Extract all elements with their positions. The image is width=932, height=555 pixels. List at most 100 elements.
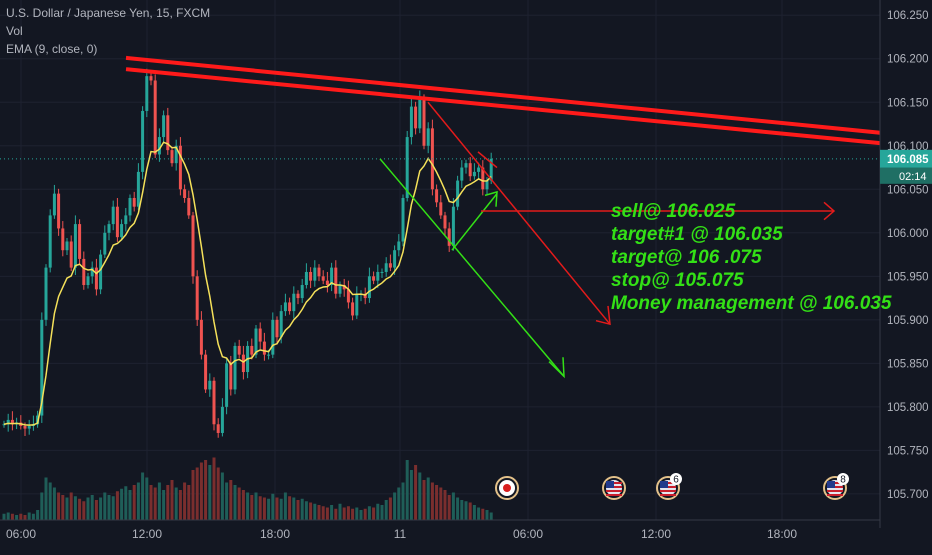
candle-body: [388, 263, 392, 268]
red-small-line[interactable]: [477, 151, 498, 169]
volume-bar: [187, 485, 191, 520]
candle-body: [52, 193, 56, 216]
candle-body: [187, 197, 191, 216]
candle-body: [267, 354, 271, 356]
volume-bar: [111, 496, 115, 520]
candle-body: [23, 426, 27, 429]
volume-bar: [262, 497, 266, 520]
ema-9-line: [3, 141, 492, 426]
candle-body: [325, 280, 329, 286]
volume-bar: [48, 482, 52, 520]
x-tick-label: 12:00: [132, 527, 162, 541]
candle-body: [275, 319, 279, 338]
candle-body: [447, 228, 451, 246]
volume-bar: [481, 508, 485, 520]
volume-bar: [376, 503, 380, 520]
red-projection-line[interactable]: [427, 101, 611, 325]
candle-body: [271, 319, 275, 355]
volume-bar: [296, 500, 300, 520]
candle-body: [472, 171, 476, 177]
volume-bar: [23, 515, 27, 520]
volume-bar: [132, 485, 136, 520]
volume-bar: [166, 485, 170, 520]
candle-body: [477, 167, 481, 172]
candle-body: [342, 285, 346, 290]
us-flag-stripe: [606, 490, 622, 492]
volume-bar: [464, 501, 468, 520]
y-tick-label: 105.900: [887, 315, 929, 327]
candle-body: [409, 106, 413, 138]
volume-bar: [313, 503, 317, 520]
volume-bar: [409, 470, 413, 520]
us-flag-stripe: [827, 494, 843, 496]
trade-annotations[interactable]: sell@ 106.025 target#1 @ 106.035 target@…: [611, 200, 891, 315]
candle-body: [153, 80, 157, 155]
volume-bar: [468, 502, 472, 520]
candle-body: [254, 328, 258, 355]
volume-bar: [170, 480, 174, 520]
volume-bar: [191, 470, 195, 520]
green-channel-line[interactable]: [379, 158, 565, 377]
volume-bar: [300, 498, 304, 520]
volume-bar: [283, 492, 287, 520]
candle-body: [149, 76, 153, 81]
volume-bar: [86, 497, 90, 520]
volume-bar: [317, 505, 321, 520]
volume-bar: [229, 480, 233, 520]
volume-bar: [107, 495, 111, 520]
volume-bar: [52, 487, 56, 520]
us-flag-stripe: [660, 494, 676, 496]
y-tick-label: 105.800: [887, 402, 929, 414]
volume-bar: [275, 497, 279, 520]
volume-bar: [145, 477, 149, 520]
volume-bar: [388, 497, 392, 520]
annotation-target-1: target#1 @ 106.035: [611, 224, 783, 245]
resistance-trendline-lower[interactable]: [125, 67, 881, 146]
candle-body: [351, 302, 355, 316]
x-tick-label: 18:00: [260, 527, 290, 541]
volume-bar: [195, 467, 199, 520]
volume-bar: [120, 488, 124, 520]
us-flag-stripe: [827, 490, 843, 492]
y-tick-label: 105.850: [887, 358, 929, 370]
symbol-title[interactable]: U.S. Dollar / Japanese Yen, 15, FXCM: [6, 6, 211, 20]
y-tick-label: 105.700: [887, 489, 929, 501]
green-small-line[interactable]: [451, 193, 498, 251]
candle-body: [451, 206, 455, 246]
volume-indicator-label[interactable]: Vol: [6, 24, 23, 38]
volume-bar: [439, 487, 443, 520]
candle-body: [279, 311, 283, 338]
volume-bar: [384, 500, 388, 520]
volume-bar: [443, 490, 447, 520]
candle-body: [170, 150, 174, 164]
volume-bar: [141, 472, 145, 520]
y-tick-label: 106.050: [887, 184, 929, 196]
candle-body: [468, 163, 472, 177]
candle-body: [212, 380, 216, 425]
candle-body: [258, 328, 262, 342]
current-price-label: 106.085: [887, 154, 929, 166]
candle-body: [157, 137, 161, 155]
y-tick-label: 106.100: [887, 141, 929, 153]
resistance-trendline-upper[interactable]: [125, 55, 881, 135]
volume-bar: [237, 487, 241, 520]
volume-bar: [233, 485, 237, 520]
candle-body: [57, 193, 61, 229]
candle-body: [397, 241, 401, 251]
volume-bar: [36, 510, 40, 520]
candle-body: [162, 115, 166, 138]
drawings[interactable]: [0, 55, 881, 379]
volume-bar: [309, 502, 313, 520]
candle-body: [250, 345, 254, 355]
volume-bar: [124, 486, 128, 520]
volume-bar: [279, 498, 283, 520]
ema-indicator-label[interactable]: EMA (9, close, 0): [6, 42, 98, 56]
volume-bar: [254, 492, 258, 520]
candle-body: [128, 197, 132, 216]
us-flag-canton: [827, 481, 835, 488]
volume-bar: [418, 472, 422, 520]
candle-body: [124, 215, 128, 225]
